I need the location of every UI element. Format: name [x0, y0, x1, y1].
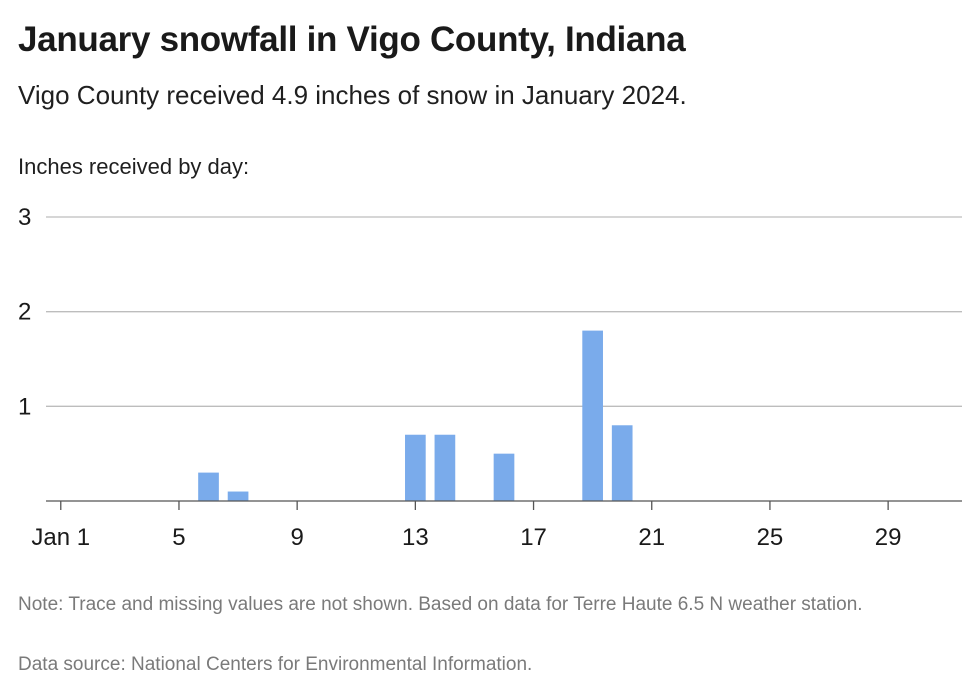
chart-subtitle: Vigo County received 4.9 inches of snow … [18, 80, 687, 110]
x-tick-label: 17 [520, 524, 547, 551]
x-tick-label: 21 [638, 524, 665, 551]
y-tick-label: 1 [18, 393, 31, 420]
bar-jan-20 [611, 425, 633, 501]
bar-jan-13 [405, 434, 426, 501]
x-tick-label: 13 [402, 524, 429, 551]
bar-jan-6 [198, 472, 219, 501]
bar-jan-7 [227, 491, 249, 501]
bar-jan-14 [434, 434, 456, 501]
bar-jan-19 [582, 330, 603, 501]
chart-note: Note: Trace and missing values are not s… [18, 594, 863, 615]
y-tick-label: 3 [18, 204, 31, 231]
y-tick-labels: 1 2 3 [18, 204, 31, 420]
data-source: Data source: National Centers for Enviro… [18, 654, 533, 675]
x-tick-labels: Jan 1 5 9 13 17 21 25 29 [31, 524, 901, 551]
gridlines [46, 216, 962, 407]
bar-chart: 1 2 3 Jan 1 5 9 13 17 21 25 29 [18, 204, 962, 551]
x-tick-label: 29 [875, 524, 902, 551]
x-tick-label: 25 [757, 524, 784, 551]
bar-jan-16 [493, 453, 515, 501]
y-axis-label: Inches received by day: [18, 154, 250, 179]
chart-title: January snowfall in Vigo County, Indiana [18, 20, 686, 59]
x-tick-label: 9 [290, 524, 303, 551]
y-tick-label: 2 [18, 299, 31, 326]
x-tick-label: 5 [172, 524, 185, 551]
bars [198, 330, 633, 501]
x-tick-label: Jan 1 [31, 524, 90, 551]
x-axis [46, 500, 962, 510]
